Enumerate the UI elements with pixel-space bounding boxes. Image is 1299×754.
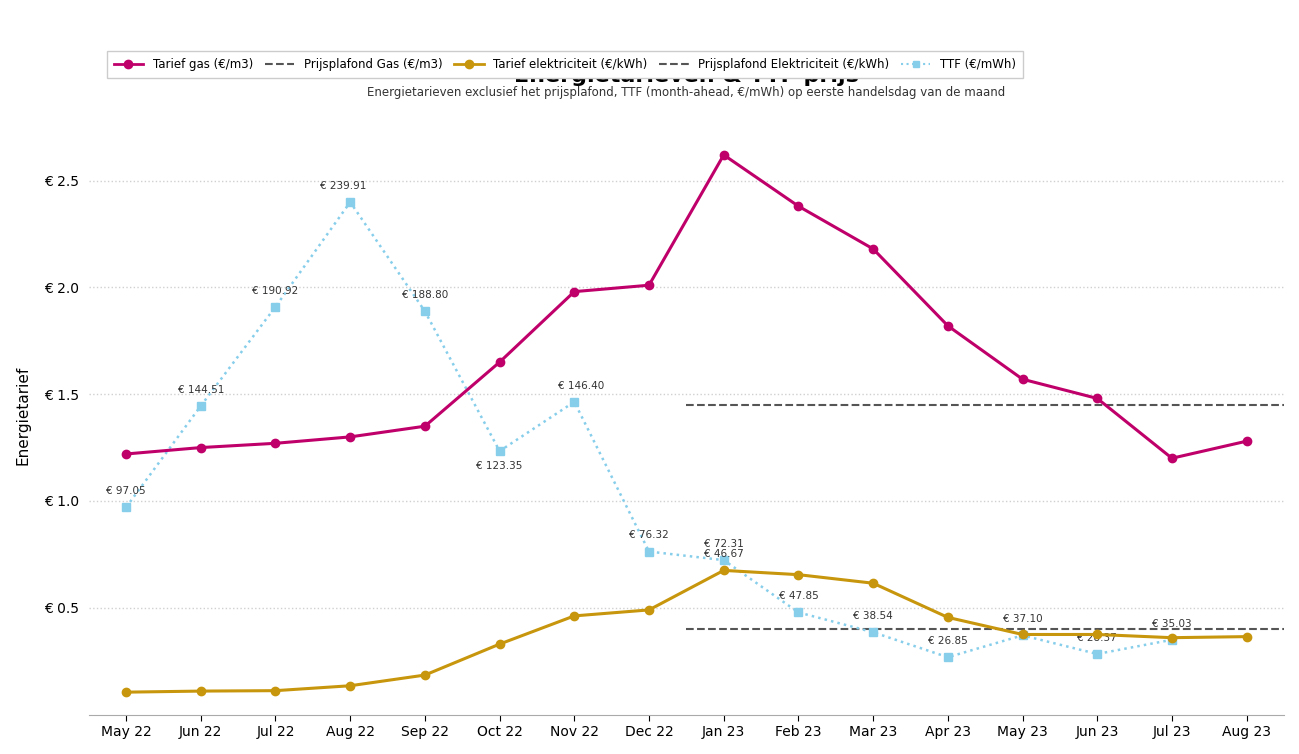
Text: € 188.80: € 188.80 [401, 290, 448, 300]
Text: € 28.37: € 28.37 [1077, 633, 1117, 643]
Text: € 37.10: € 37.10 [1003, 615, 1042, 624]
Text: € 97.05: € 97.05 [107, 486, 145, 496]
Text: € 26.85: € 26.85 [927, 636, 968, 646]
Text: € 239.91: € 239.91 [320, 181, 366, 191]
Legend: Tarief gas (€/m3), Prijsplafond Gas (€/m3), Tarief elektriciteit (€/kWh), Prijsp: Tarief gas (€/m3), Prijsplafond Gas (€/m… [107, 51, 1024, 78]
Text: € 46.67: € 46.67 [704, 549, 743, 559]
Text: € 144.51: € 144.51 [178, 385, 223, 395]
Title: Energietarieven & TTF prijs: Energietarieven & TTF prijs [514, 66, 859, 86]
Text: € 35.03: € 35.03 [1152, 618, 1191, 629]
Text: € 72.31: € 72.31 [704, 539, 743, 549]
Text: € 146.40: € 146.40 [559, 381, 604, 391]
Text: € 123.35: € 123.35 [477, 461, 522, 470]
Text: € 190.92: € 190.92 [252, 286, 299, 296]
Text: Energietarieven exclusief het prijsplafond, TTF (month-ahead, €/mWh) op eerste h: Energietarieven exclusief het prijsplafo… [368, 85, 1005, 99]
Text: € 47.85: € 47.85 [778, 591, 818, 601]
Y-axis label: Energietarief: Energietarief [16, 366, 30, 465]
Text: € 38.54: € 38.54 [853, 611, 892, 621]
Text: € 76.32: € 76.32 [629, 531, 669, 541]
